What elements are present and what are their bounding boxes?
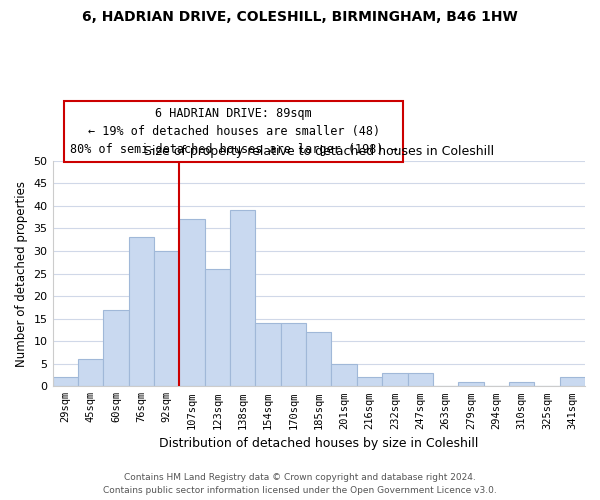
Bar <box>458 382 484 386</box>
Bar <box>509 382 534 386</box>
Bar <box>205 269 230 386</box>
Bar <box>331 364 357 386</box>
Bar <box>179 220 205 386</box>
Y-axis label: Number of detached properties: Number of detached properties <box>15 180 28 366</box>
Bar <box>357 378 382 386</box>
Bar <box>256 323 281 386</box>
Text: 6 HADRIAN DRIVE: 89sqm
← 19% of detached houses are smaller (48)
80% of semi-det: 6 HADRIAN DRIVE: 89sqm ← 19% of detached… <box>70 107 397 156</box>
Bar <box>78 359 103 386</box>
Bar <box>560 378 585 386</box>
Bar <box>53 378 78 386</box>
Bar <box>281 323 306 386</box>
Bar <box>382 373 407 386</box>
X-axis label: Distribution of detached houses by size in Coleshill: Distribution of detached houses by size … <box>159 437 478 450</box>
Bar <box>128 238 154 386</box>
Title: Size of property relative to detached houses in Coleshill: Size of property relative to detached ho… <box>144 145 494 158</box>
Text: Contains HM Land Registry data © Crown copyright and database right 2024.
Contai: Contains HM Land Registry data © Crown c… <box>103 474 497 495</box>
Bar <box>230 210 256 386</box>
Text: 6, HADRIAN DRIVE, COLESHILL, BIRMINGHAM, B46 1HW: 6, HADRIAN DRIVE, COLESHILL, BIRMINGHAM,… <box>82 10 518 24</box>
Bar <box>154 251 179 386</box>
Bar <box>103 310 128 386</box>
Bar <box>407 373 433 386</box>
Bar <box>306 332 331 386</box>
